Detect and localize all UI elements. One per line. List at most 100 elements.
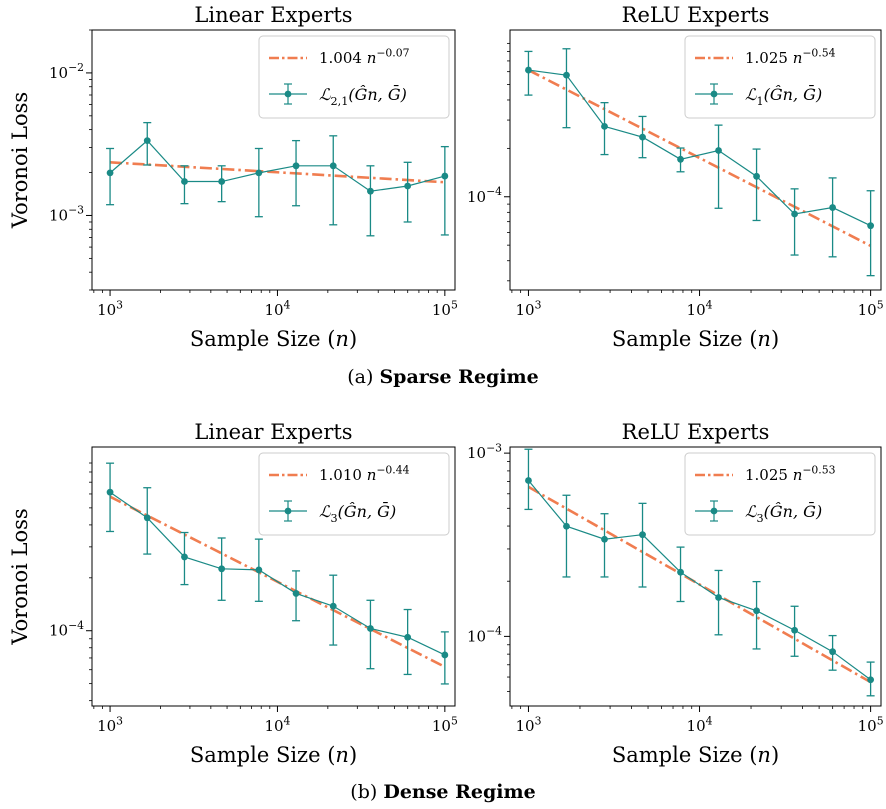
data-point — [367, 625, 374, 632]
data-point — [791, 626, 798, 634]
data-point — [601, 122, 608, 130]
data-point — [404, 633, 412, 641]
data-point — [218, 565, 226, 573]
legend-data-marker — [710, 507, 718, 515]
x-axis-label: Sample Size (n) — [612, 327, 779, 351]
legend-box — [684, 35, 876, 119]
data-point — [106, 169, 114, 177]
data-point — [181, 178, 188, 185]
data-line — [527, 480, 871, 681]
data-point — [143, 514, 151, 522]
legend-data-marker — [284, 90, 292, 98]
caption-b-title: Dense Regime — [383, 781, 536, 803]
data-line — [528, 69, 871, 227]
caption-b-label: (b) — [350, 781, 378, 803]
data-point — [181, 553, 188, 561]
panel-title: Linear Experts — [194, 420, 352, 444]
legend-fit-label: 1.010 n−0.44 — [319, 463, 410, 484]
caption-a-title: Sparse Regime — [379, 366, 539, 388]
legend-data-label: ℒ3(Ĝn, Ḡ) — [745, 500, 822, 525]
legend-fit-label: 1.025 n−0.53 — [745, 463, 836, 484]
plot-frame — [509, 446, 882, 707]
y-tick-label: 10−3 — [467, 441, 502, 462]
data-line — [109, 491, 446, 656]
x-tick-label: 103 — [97, 298, 123, 319]
legend-data-marker — [710, 90, 718, 98]
data-line — [109, 139, 445, 192]
data-point — [525, 66, 532, 74]
data-point — [404, 182, 412, 190]
legend-box — [258, 452, 450, 536]
data-point — [106, 488, 114, 496]
chart-panel-1: 103 104 105 10−4 1.025 n−0.54 ℒ1(Ĝn, Ḡ) ReLU E… — [467, 3, 884, 351]
data-point — [639, 133, 646, 141]
data-point — [753, 172, 760, 180]
data-point — [563, 522, 570, 530]
caption-a: (a) Sparse Regime — [0, 366, 886, 388]
x-tick-label: 105 — [432, 298, 458, 319]
data-point — [715, 594, 722, 601]
legend-fit-label: 1.004 n−0.07 — [319, 46, 410, 67]
x-tick-label: 104 — [264, 714, 290, 735]
y-tick-label: 10−4 — [467, 625, 502, 646]
caption-b: (b) Dense Regime — [0, 781, 886, 803]
data-point — [715, 147, 722, 154]
x-tick-label: 104 — [687, 298, 713, 319]
legend-fit-label: 1.025 n−0.54 — [745, 46, 836, 67]
y-tick-label: 10−4 — [467, 185, 502, 206]
data-point — [829, 204, 836, 211]
x-tick-label: 103 — [515, 298, 541, 319]
data-point — [292, 590, 300, 597]
data-point — [601, 535, 608, 543]
data-point — [367, 187, 374, 195]
data-point — [563, 71, 570, 79]
chart-panel-0: 103 104 105 10−3 10−2 1.004 n−0.07 ℒ2,1(Ĝn, Ḡ)… — [8, 3, 458, 351]
y-tick-label: 10−3 — [49, 204, 84, 225]
y-axis-label: Voronoi Loss — [8, 92, 32, 229]
x-tick-label: 105 — [858, 714, 884, 735]
x-axis-label: Sample Size (n) — [612, 743, 779, 767]
data-point — [867, 222, 875, 230]
data-point — [329, 602, 337, 610]
data-point — [218, 178, 226, 185]
x-tick-label: 105 — [432, 714, 458, 735]
data-point — [753, 607, 760, 615]
legend-data-label: ℒ3(Ĝn, Ḡ) — [319, 500, 396, 525]
fit-line — [109, 161, 445, 184]
legend-box — [258, 35, 450, 119]
legend-data-label: ℒ2,1(Ĝn, Ḡ) — [319, 83, 407, 108]
x-tick-label: 103 — [97, 714, 123, 735]
chart-panel-2: 103 104 105 10−4 1.010 n−0.44 ℒ3(Ĝn, Ḡ) Linear… — [8, 420, 458, 767]
plot-frame — [91, 446, 456, 707]
x-tick-label: 103 — [515, 714, 541, 735]
legend-data-label: ℒ1(Ĝn, Ḡ) — [745, 83, 822, 108]
data-point — [677, 155, 684, 163]
y-tick-label: 10−4 — [49, 619, 84, 640]
data-point — [441, 651, 449, 659]
data-point — [255, 566, 263, 574]
plot-frame — [91, 29, 456, 291]
data-point — [441, 172, 449, 180]
data-point — [525, 477, 532, 484]
panel-title: Linear Experts — [194, 3, 352, 27]
data-point — [292, 162, 300, 170]
panel-title: ReLU Experts — [622, 420, 770, 444]
data-point — [639, 531, 646, 539]
data-point — [867, 676, 875, 684]
chart-panel-3: 103 104 105 10−4 10−3 1.025 n−0.53 ℒ3(Ĝn, Ḡ) Re… — [467, 420, 884, 767]
x-axis-label: Sample Size (n) — [190, 743, 357, 767]
caption-a-label: (a) — [347, 366, 374, 388]
data-point — [143, 137, 151, 145]
data-point — [677, 568, 684, 576]
x-axis-label: Sample Size (n) — [190, 327, 357, 351]
y-tick-label: 10−2 — [49, 61, 84, 82]
data-point — [329, 162, 337, 170]
y-axis-label: Voronoi Loss — [8, 508, 32, 645]
data-point — [255, 169, 263, 177]
x-tick-label: 104 — [687, 714, 713, 735]
plot-frame — [509, 29, 882, 291]
panel-title: ReLU Experts — [622, 3, 770, 27]
legend-box — [684, 452, 876, 536]
data-point — [791, 210, 798, 218]
